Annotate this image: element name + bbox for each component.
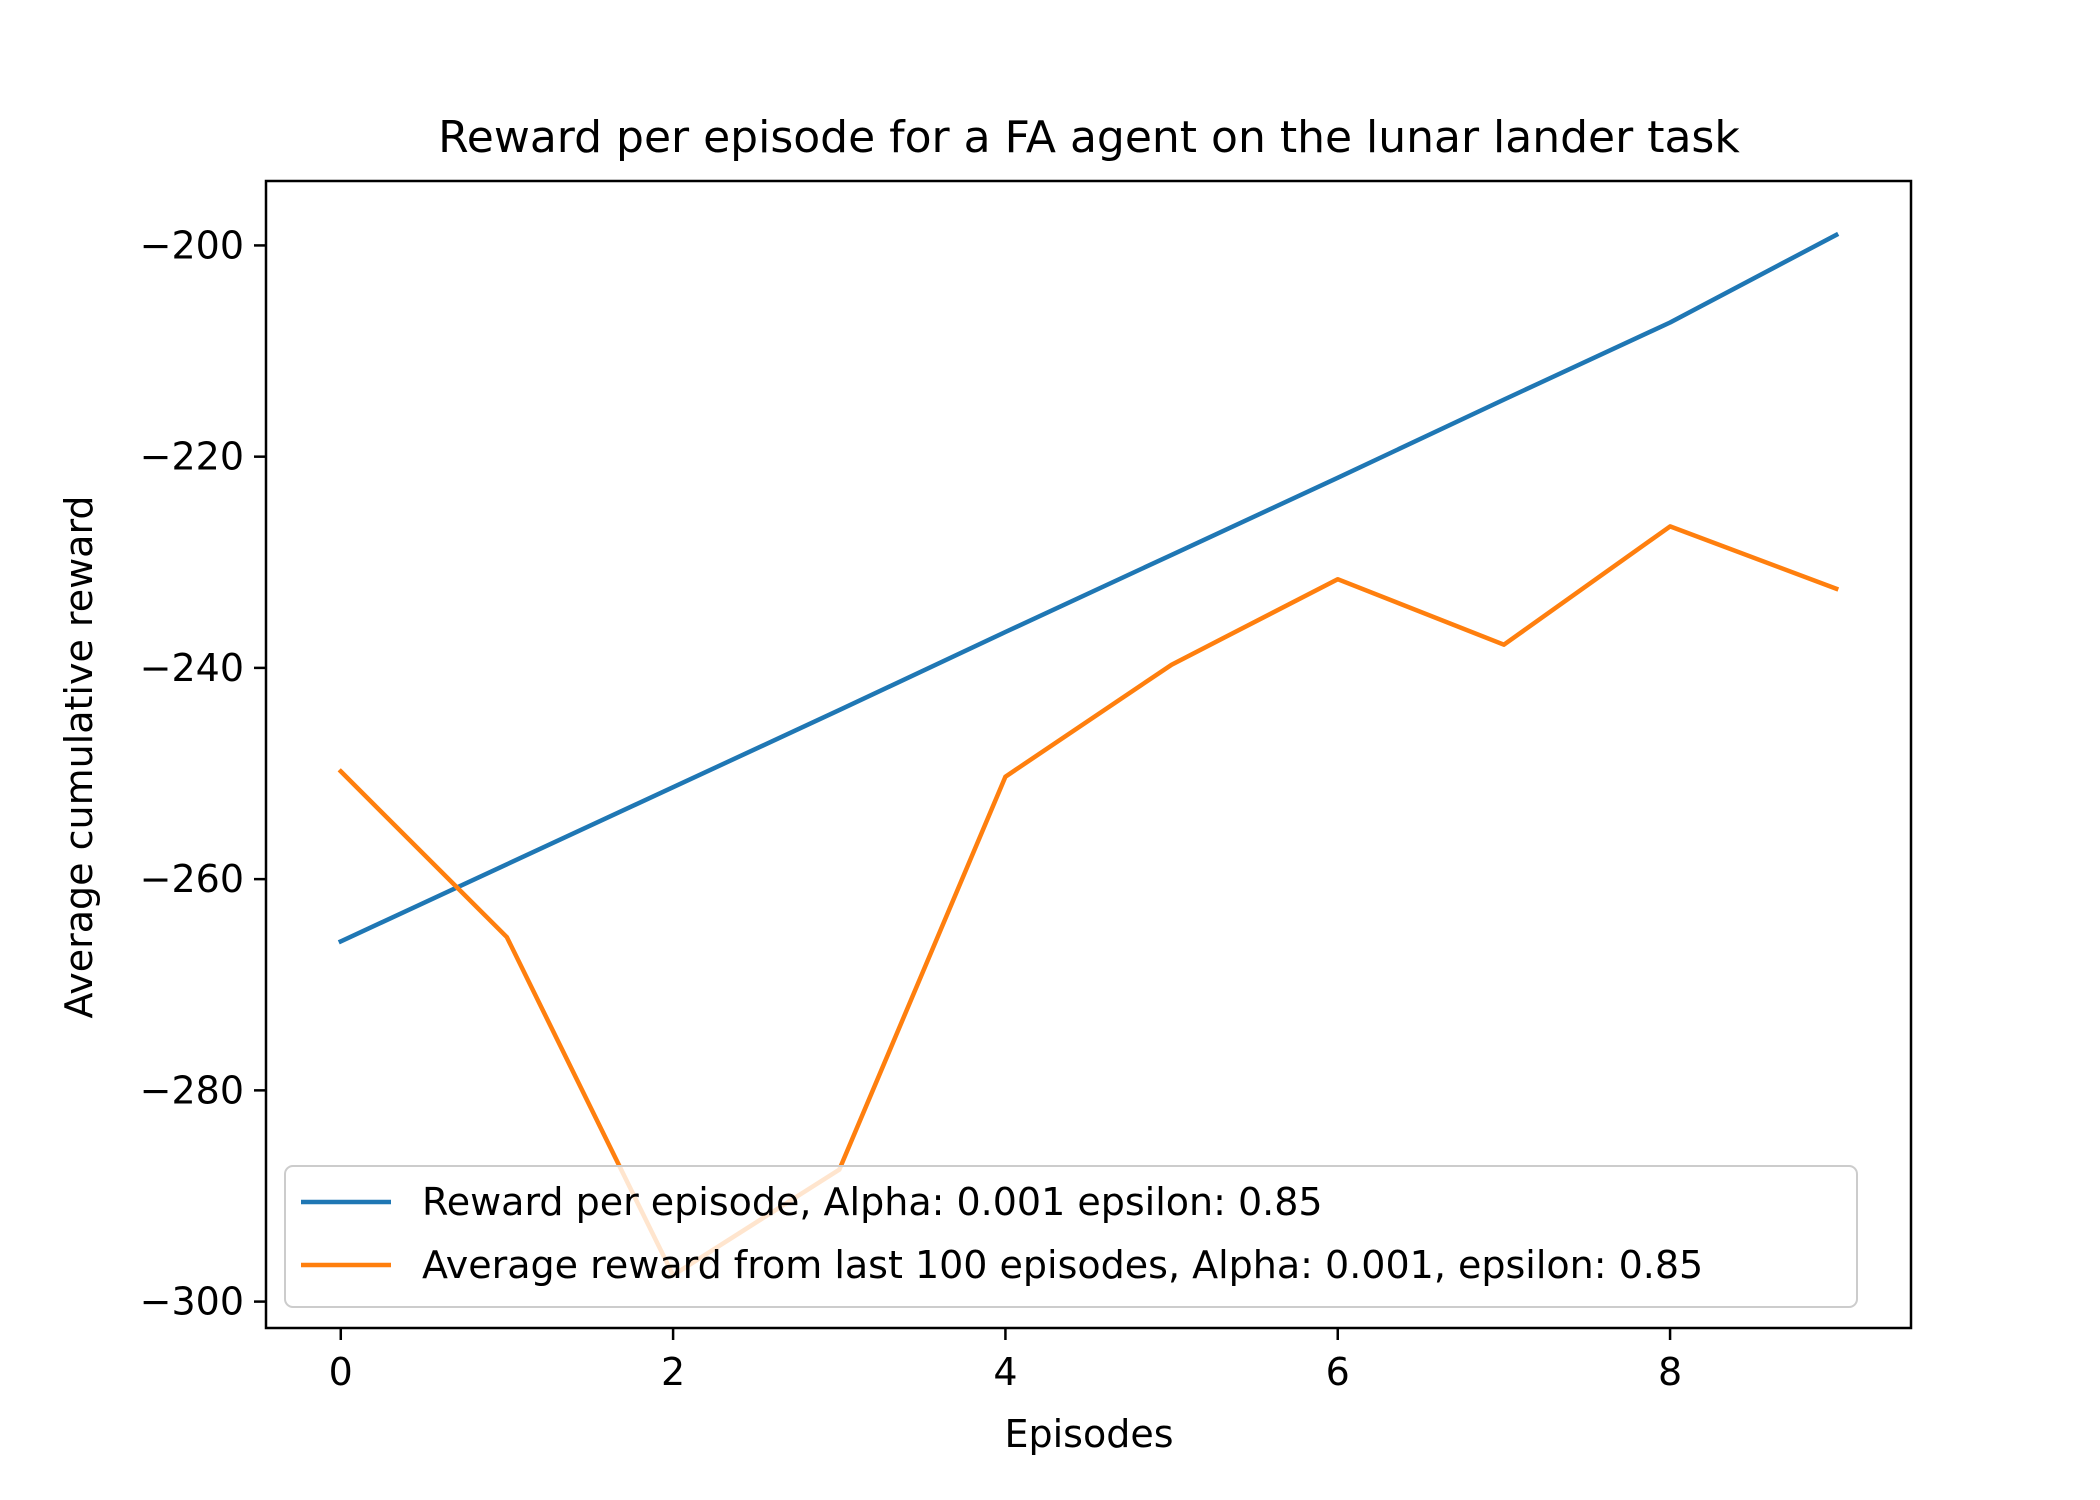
plot-lines	[337, 231, 1840, 1278]
y-axis-label: Average cumulative reward	[57, 495, 101, 1018]
legend-label-average-reward: Average reward from last 100 episodes, A…	[422, 1243, 1703, 1287]
legend-box	[284, 1165, 1858, 1308]
x-axis-ticks: 0 2 4 6 8	[329, 1328, 1682, 1394]
x-axis-label: Episodes	[1004, 1412, 1173, 1456]
x-tick-label: 0	[329, 1350, 353, 1394]
y-tick-label: −300	[140, 1280, 244, 1324]
legend-label-reward-per-episode: Reward per episode, Alpha: 0.001 epsilon…	[422, 1180, 1323, 1224]
x-tick-label: 4	[993, 1350, 1017, 1394]
y-tick-label: −260	[140, 857, 244, 901]
x-tick-label: 8	[1658, 1350, 1682, 1394]
series-line-reward-per-episode	[337, 231, 1840, 945]
plot-area-frame	[264, 179, 1913, 1330]
x-tick-label: 2	[661, 1350, 685, 1394]
y-tick-label: −220	[140, 435, 244, 479]
y-axis-ticks: −200 −220 −240 −260 −280 −300	[140, 223, 266, 1324]
legend: Reward per episode, Alpha: 0.001 epsilon…	[284, 1165, 1858, 1308]
series-line-average-reward	[337, 524, 1840, 1278]
chart-title: Reward per episode for a FA agent on the…	[438, 112, 1740, 163]
y-tick-label: −280	[140, 1068, 244, 1112]
y-tick-label: −200	[140, 223, 244, 267]
x-tick-label: 6	[1326, 1350, 1350, 1394]
y-tick-label: −240	[140, 646, 244, 690]
